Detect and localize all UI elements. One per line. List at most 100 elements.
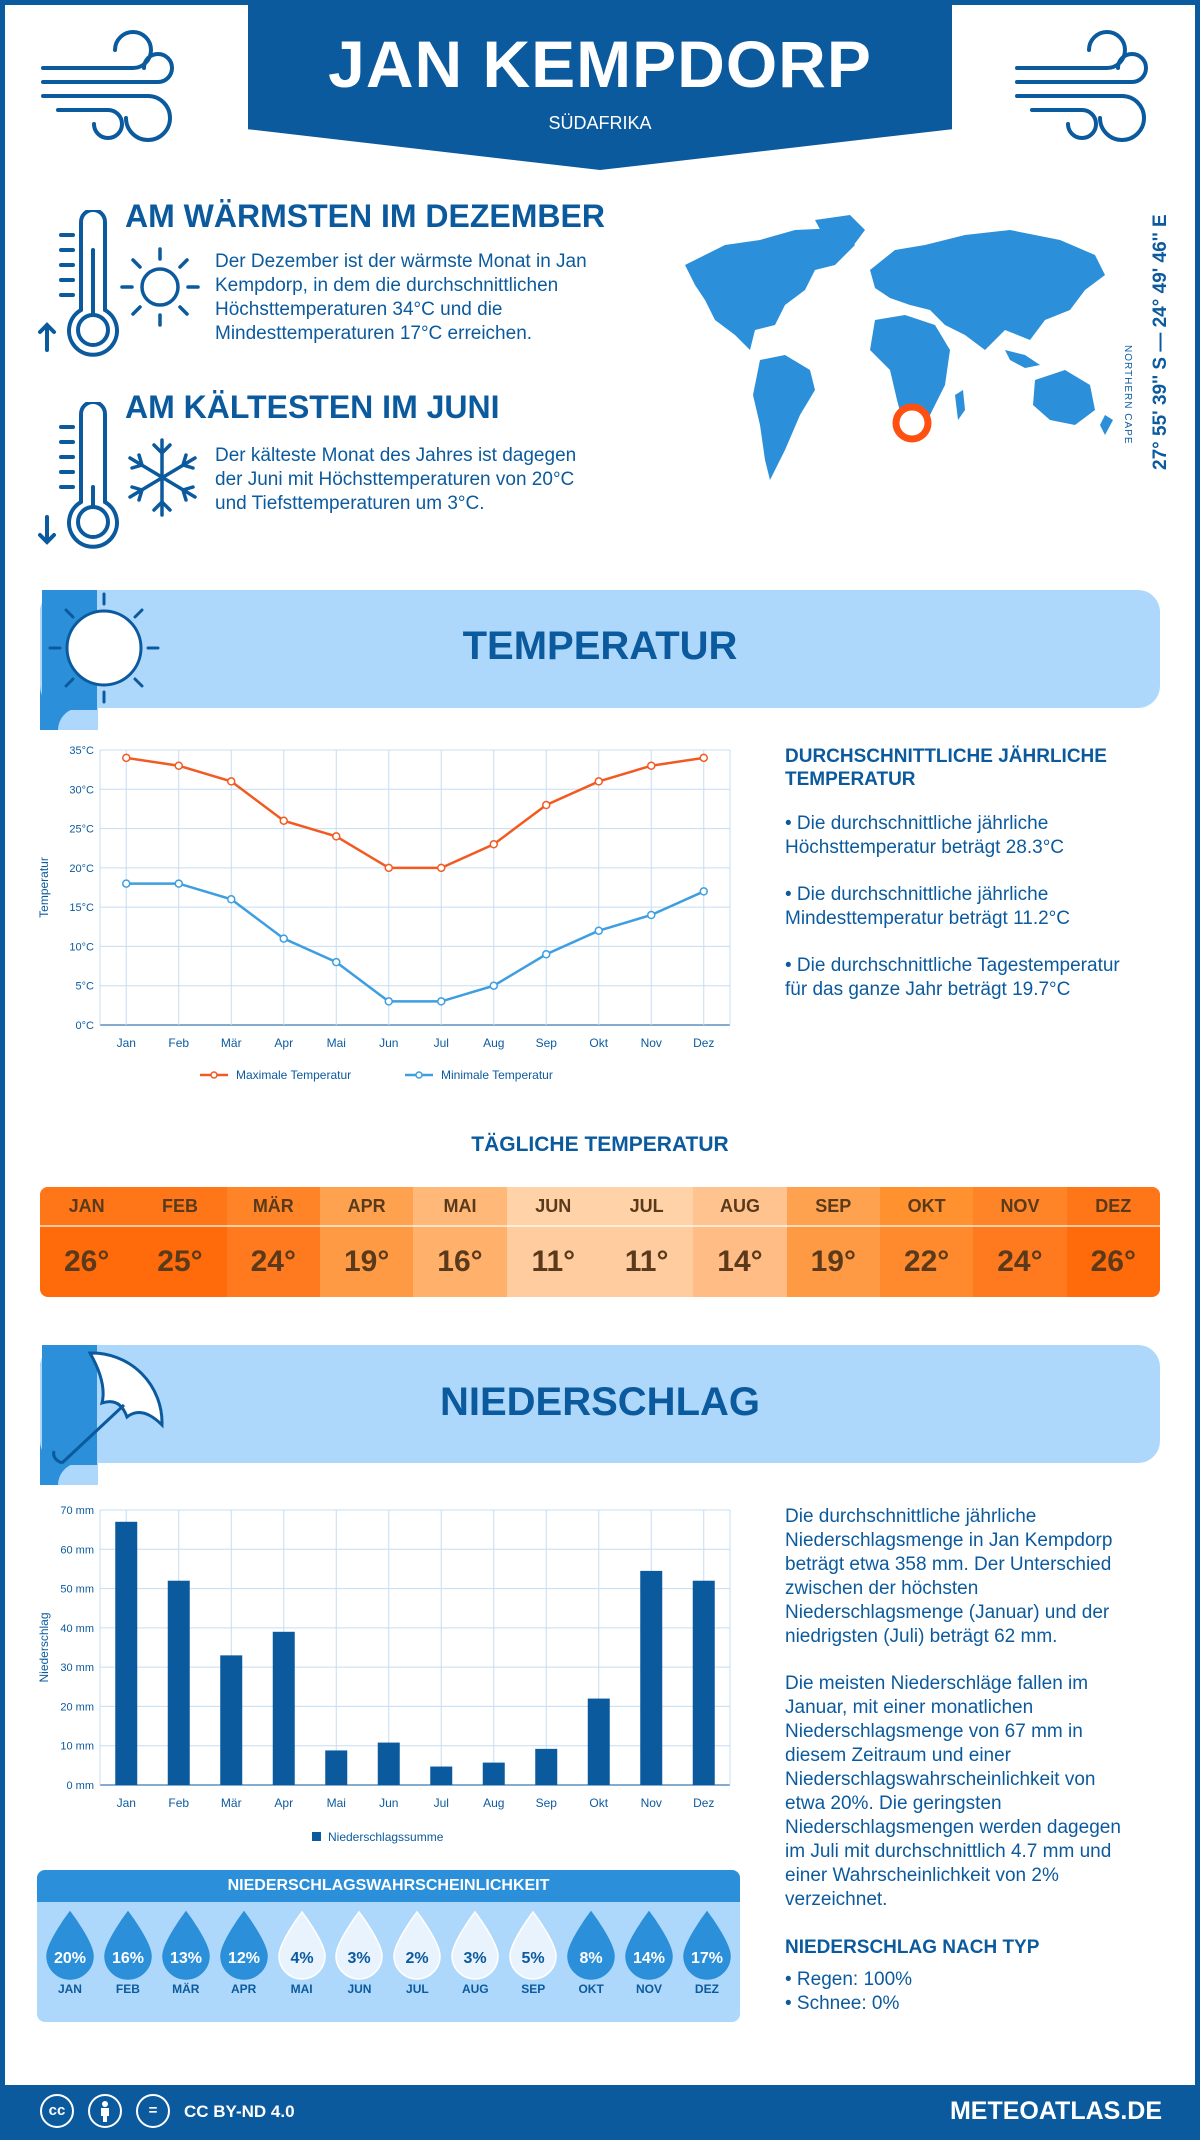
precipitation-types: • Regen: 100% • Schnee: 0% <box>785 1968 1160 2016</box>
probability-drops: 20% JAN 16% FEB 13% MÄR 12% APR 4% MAI 3% JUN 2% JUL 3… <box>37 1902 740 1996</box>
text-line: Niederschlagsmenge in Jan Kempdorp <box>785 1530 1113 1551</box>
warmest-title: AM WÄRMSTEN IM DEZEMBER <box>125 198 605 234</box>
month-label: SEP <box>786 1187 880 1227</box>
precipitation-paragraph: Die durchschnittliche jährliche Niedersc… <box>785 1505 1160 1649</box>
raindrop-shape <box>625 1910 673 1980</box>
bar <box>430 1766 453 1785</box>
legend-swatch <box>210 1071 218 1079</box>
probability-drop: 14% NOV <box>621 1910 677 1996</box>
data-point <box>227 777 236 786</box>
data-point <box>647 761 656 770</box>
temperature-value: 14° <box>717 1245 763 1278</box>
month-label: JUL <box>406 1982 429 1996</box>
daily-temp-cell: JUN 11° <box>506 1187 600 1297</box>
text-line: • Regen: 100% <box>785 1969 913 1990</box>
raindrop-shape <box>335 1910 384 1980</box>
x-tick-label: Jun <box>379 1796 398 1810</box>
month-label: MAI <box>413 1187 507 1227</box>
text-line: • Die durchschnittliche jährliche <box>785 813 1049 834</box>
data-point <box>489 981 498 990</box>
y-tick-label: 0°C <box>76 1020 95 1032</box>
wind-icon <box>1015 30 1148 142</box>
data-point <box>384 997 393 1006</box>
text-line: Höchsttemperaturen 34°C und die <box>215 299 503 320</box>
raindrop-shape <box>683 1910 731 1980</box>
daily-temperature-title: TÄGLICHE TEMPERATUR <box>471 1133 729 1156</box>
raindrop-shape <box>277 1910 326 1980</box>
text-line: Niederschlagsmengen werden dagegen <box>785 1817 1121 1838</box>
text-line: Die durchschnittliche jährliche <box>785 1506 1037 1527</box>
no-derivatives-icon[interactable]: = <box>136 2094 170 2128</box>
y-tick-label: 5°C <box>76 981 95 993</box>
bar <box>377 1742 400 1785</box>
probability-drop: 13% MÄR <box>158 1910 214 1996</box>
country-subtitle: SÜDAFRIKA <box>548 113 652 133</box>
text-line: für das ganze Jahr beträgt 19.7°C <box>785 979 1071 1000</box>
month-label: MAI <box>290 1982 313 1996</box>
daily-temp-cell: DEZ 26° <box>1066 1187 1160 1297</box>
data-point <box>437 863 446 873</box>
month-label: OKT <box>578 1982 604 1996</box>
text-line: im Juli mit durchschnittlich 4.7 mm und <box>785 1841 1112 1862</box>
data-point <box>279 816 288 825</box>
temperature-value: 16° <box>437 1245 483 1278</box>
coldest-text: Der kälteste Monat des Jahres ist dagege… <box>215 444 615 516</box>
cc-icon[interactable]: cc <box>40 2094 74 2128</box>
thermometer-cold-icon <box>38 402 119 549</box>
bar <box>167 1580 190 1785</box>
text-line: Mindesttemperatur beträgt 11.2°C <box>785 908 1070 929</box>
x-tick-label: Sep <box>536 1036 558 1050</box>
month-label: APR <box>231 1982 257 1996</box>
text-line: Der kälteste Monat des Jahres ist dagege… <box>215 445 577 466</box>
data-point <box>384 863 393 873</box>
raindrop-icon: 4% <box>277 1910 326 1980</box>
text-line: Niederschlagsmenge von 67 mm in <box>785 1721 1083 1742</box>
site-link[interactable]: METEOATLAS.DE <box>949 2097 1162 2125</box>
probability-value: 4% <box>290 1950 313 1967</box>
x-tick-label: Nov <box>641 1036 662 1050</box>
coordinates: 27° 55' 39'' S — 24° 49' 46'' E <box>1150 214 1171 470</box>
text-line: Niederschlagswahrscheinlichkeit von <box>785 1769 1096 1790</box>
x-tick-label: Apr <box>274 1796 293 1810</box>
text-line: Die meisten Niederschläge fallen im <box>785 1673 1089 1694</box>
daily-temperature-table: JAN 26° FEB 25° MÄR 24° APR 19° MAI 16° JUN 11° JUL 1… <box>40 1187 1160 1297</box>
text-line: TEMPERATUR <box>785 769 916 790</box>
probability-drop: 5% SEP <box>505 1910 561 1996</box>
y-tick-label: 30 mm <box>60 1662 94 1674</box>
temperature-value: 19° <box>343 1245 390 1278</box>
annual-temperature-title: DURCHSCHNITTLICHE JÄHRLICHE TEMPERATUR <box>785 745 1155 791</box>
month-label: OKT <box>879 1187 974 1227</box>
raindrop-icon: 3% <box>451 1910 500 1980</box>
y-tick-label: 20°C <box>69 863 94 875</box>
raindrop-shape <box>509 1910 557 1980</box>
temperature-value: 24° <box>250 1245 296 1278</box>
probability-value: 8% <box>580 1950 603 1967</box>
temperature-value: 26° <box>1090 1245 1136 1278</box>
snowflake-icon <box>128 438 197 517</box>
daily-temp-cell: SEP 19° <box>786 1187 880 1297</box>
data-point <box>542 800 551 810</box>
world-map <box>685 215 1113 480</box>
probability-title: NIEDERSCHLAGSWAHRSCHEINLICHKEIT <box>37 1870 740 1902</box>
raindrop-icon: 12% <box>219 1910 268 1980</box>
temperature-value: 19° <box>810 1245 856 1278</box>
bar <box>325 1750 348 1785</box>
temperature-value: 11° <box>531 1245 576 1278</box>
data-point <box>594 777 603 786</box>
daily-temp-cell: JUL 11° <box>599 1187 694 1297</box>
y-tick-label: 20 mm <box>60 1701 94 1713</box>
temperature-value: 24° <box>997 1245 1043 1278</box>
month-label: NOV <box>636 1982 663 1996</box>
raindrop-icon: 8% <box>567 1910 615 1980</box>
x-tick-label: Nov <box>641 1796 662 1810</box>
precipitation-type-title: NIEDERSCHLAG NACH TYP <box>785 1937 1040 1958</box>
month-label: JAN <box>40 1187 134 1227</box>
attribution-icon[interactable] <box>88 2094 122 2128</box>
header-banner <box>248 0 952 170</box>
y-tick-label: 10°C <box>69 941 94 953</box>
month-label: MÄR <box>172 1982 200 1996</box>
annual-temperature-bullet: • Die durchschnittliche jährliche Höchst… <box>785 812 1160 860</box>
license-label[interactable]: CC BY-ND 4.0 <box>184 2102 295 2121</box>
raindrop-icon: 14% <box>625 1910 673 1980</box>
text-line: etwa 20%. Die geringsten <box>785 1793 1002 1814</box>
